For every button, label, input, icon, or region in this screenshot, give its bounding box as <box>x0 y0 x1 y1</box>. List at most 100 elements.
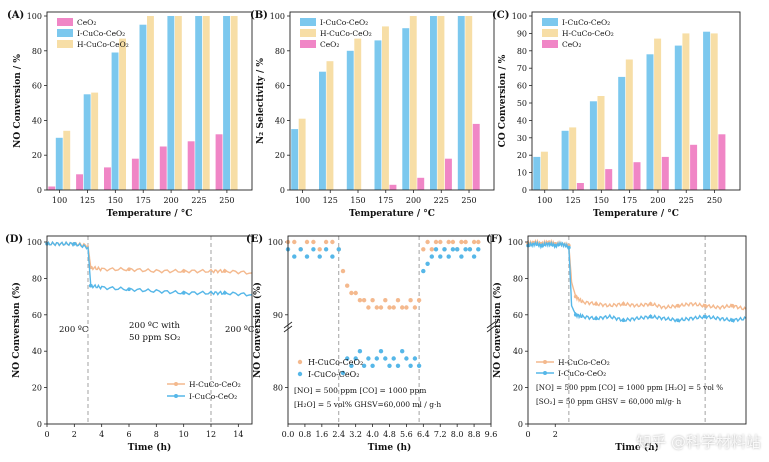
data-point <box>442 247 447 252</box>
x-tick-label: 14 <box>233 430 243 439</box>
x-axis-label: Temperature / °C <box>593 209 679 219</box>
x-axis-label: Time (h) <box>615 442 659 453</box>
series-line <box>46 240 253 275</box>
y-tick-label: 80 <box>513 274 523 283</box>
data-point <box>425 261 430 266</box>
bar <box>215 134 223 190</box>
bar <box>430 16 437 190</box>
bar <box>472 123 480 190</box>
data-point <box>366 305 371 310</box>
bar <box>139 24 147 191</box>
data-point <box>459 239 464 245</box>
bar <box>83 94 91 190</box>
data-point <box>648 302 653 306</box>
legend-marker <box>543 371 547 375</box>
bar <box>346 50 354 190</box>
data-point <box>539 243 544 248</box>
data-point <box>438 254 443 259</box>
data-point <box>317 254 322 259</box>
data-point <box>450 247 456 252</box>
y-axis-label: NO Conversion (%) <box>252 282 263 378</box>
data-point <box>463 239 468 245</box>
data-point <box>400 305 405 310</box>
x-tick-label: 175 <box>136 196 151 205</box>
bar <box>63 130 71 190</box>
x-axis-label: Temperature / °C <box>107 209 193 219</box>
bar <box>167 16 175 190</box>
data-point <box>425 239 430 245</box>
data-point <box>404 305 409 310</box>
panel-label: (D) <box>5 234 23 245</box>
data-point <box>181 269 186 273</box>
y-tick-label: 100 <box>268 238 283 247</box>
data-point <box>471 254 477 259</box>
data-point <box>349 363 354 368</box>
condition-text: [H₂O] = 5 vol% GHSV=60,000 ml / g·h <box>294 400 441 409</box>
y-tick-label: 60 <box>275 82 285 91</box>
chart-0: (A) 0 20 40 60 80 100 100 125 150 175 200 225 250 Temp… <box>7 10 253 219</box>
data-point <box>553 243 558 248</box>
legend-swatch <box>57 18 73 26</box>
x-tick-label: 225 <box>679 196 694 205</box>
panel-label: (F) <box>486 234 503 245</box>
data-point <box>378 305 384 310</box>
legend-label: H-CuCo-CeO₂ <box>320 29 372 38</box>
bar <box>159 146 167 190</box>
x-tick-label: 8.0 <box>451 430 464 439</box>
data-point <box>323 247 329 252</box>
x-tick-label: 200 <box>650 196 665 205</box>
condition-text: [SO₂] = 50 ppm GHSV = 60,000 ml/g· h <box>536 397 681 406</box>
y-tick-label: 90 <box>517 29 527 38</box>
data-point <box>311 247 316 252</box>
data-point <box>703 314 707 319</box>
annotation: 200 ºC <box>59 325 88 335</box>
data-point <box>471 239 477 245</box>
plot-frame <box>289 11 495 191</box>
data-point <box>366 356 371 361</box>
series-line <box>527 238 747 311</box>
data-point <box>304 239 310 245</box>
series-line <box>527 240 747 323</box>
data-point <box>467 247 473 252</box>
x-tick-label: 4 <box>99 430 104 439</box>
data-point <box>340 370 346 376</box>
x-axis-label: Temperature / °C <box>349 209 435 219</box>
y-tick-label: 100 <box>27 12 42 21</box>
legend-label: H-CuCo-CeO₂ <box>308 358 363 367</box>
bar <box>589 101 597 190</box>
y-tick-label: 80 <box>273 384 283 393</box>
bar <box>674 45 682 190</box>
data-point <box>648 314 653 319</box>
x-tick-label: 175 <box>378 196 393 205</box>
x-tick-label: 200 <box>163 196 178 205</box>
bar <box>654 38 662 190</box>
x-tick-label: 2.4 <box>332 430 345 439</box>
chart-4: (E) 80 90 100 0.0 0.8 1.6 2.4 3.2 4.0 4.8 5.6 6.4 7.2… <box>246 234 497 453</box>
annotation: 200 ºC <box>225 325 254 335</box>
x-tick-label: 250 <box>707 196 722 205</box>
data-point <box>357 298 363 303</box>
bar <box>445 158 452 190</box>
data-point <box>573 313 578 317</box>
x-tick-label: 0 <box>44 430 49 439</box>
x-axis-label: Time (h) <box>128 442 172 453</box>
data-point <box>292 239 297 245</box>
bar <box>646 54 654 190</box>
data-point <box>416 363 422 368</box>
data-point <box>383 298 388 303</box>
legend-label: H-CuCo-CeO₂ <box>77 40 129 49</box>
y-axis-label: NO Conversion (%) <box>492 282 503 378</box>
data-point <box>311 239 316 245</box>
bar <box>576 183 584 190</box>
data-point <box>340 268 346 274</box>
data-point <box>127 287 131 292</box>
bar <box>710 33 718 191</box>
x-tick-label: 7.2 <box>434 430 447 439</box>
axis-break <box>486 325 496 333</box>
bar <box>91 92 99 190</box>
data-point <box>567 245 571 250</box>
annotation: 50 ppm SO₂ <box>129 333 180 343</box>
x-tick-label: 4.8 <box>383 430 396 439</box>
y-tick-label: 50 <box>517 99 527 108</box>
